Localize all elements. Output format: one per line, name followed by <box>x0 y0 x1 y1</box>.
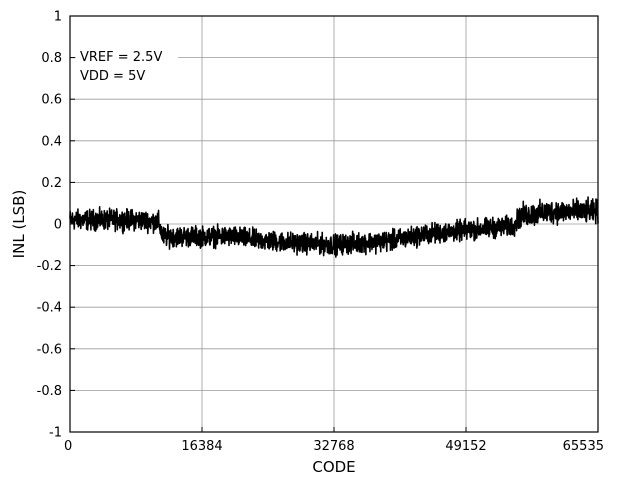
y-tick-label: -0.6 <box>37 342 62 357</box>
y-tick-label: -0.2 <box>37 259 62 274</box>
y-axis-title: INL (LSB) <box>10 190 28 259</box>
y-tick-label: 1 <box>54 10 62 25</box>
x-tick-label: 32768 <box>313 439 354 454</box>
x-tick-label: 49152 <box>445 439 486 454</box>
y-tick-label: 0 <box>54 218 62 233</box>
x-tick-label: 0 <box>64 439 72 454</box>
y-tick-label: 0.8 <box>41 51 62 66</box>
x-tick-label: 16384 <box>181 439 222 454</box>
x-tick-label: 65535 <box>563 439 604 454</box>
y-tick-label: 0.2 <box>41 176 62 191</box>
x-axis-title: CODE <box>312 458 355 476</box>
x-axis-ticks: 0 16384 32768 49152 65535 <box>64 427 604 454</box>
annotation-vref: VREF = 2.5V <box>80 50 162 65</box>
y-tick-label: -1 <box>49 426 62 441</box>
y-axis-ticks: 1 0.8 0.6 0.4 0.2 0 -0.2 -0.4 -0.6 -0.8 -1 <box>37 10 75 441</box>
annotation-vdd: VDD = 5V <box>80 69 145 84</box>
y-tick-label: 0.4 <box>41 134 62 149</box>
series-layer <box>69 196 599 258</box>
inl-trace <box>69 196 599 258</box>
y-tick-label: -0.8 <box>37 384 62 399</box>
annotation-background <box>76 46 178 86</box>
y-tick-label: 0.6 <box>41 93 62 108</box>
y-tick-label: -0.4 <box>37 301 62 316</box>
